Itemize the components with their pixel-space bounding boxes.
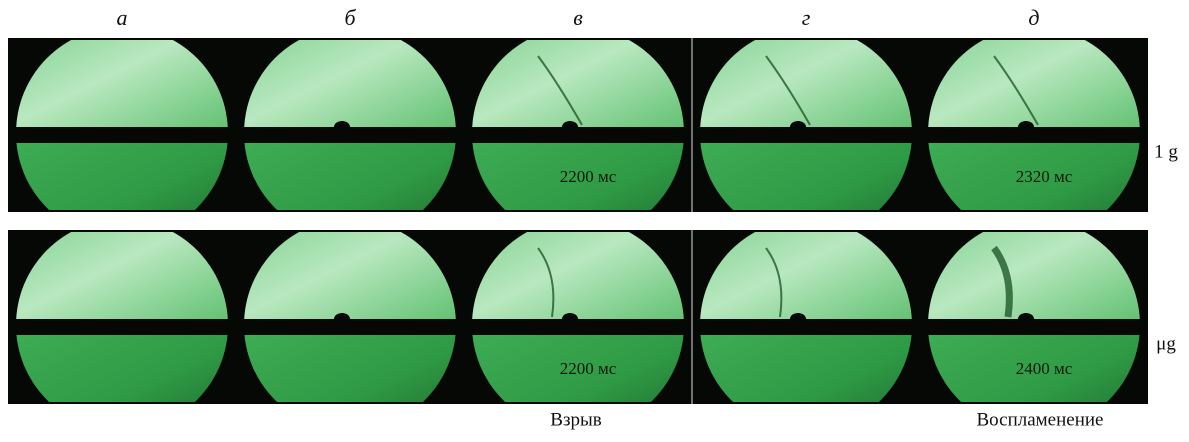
bump xyxy=(562,121,578,133)
separator-bar xyxy=(8,319,236,335)
figure: Взрыв Воспламенение а б в г д 1 g 2200 мс 2320 … xyxy=(0,0,1189,437)
timestamp: 2200 мс xyxy=(560,167,617,186)
bump xyxy=(1018,313,1034,325)
row-label: 1 g xyxy=(1154,141,1178,162)
column-label: а xyxy=(117,5,128,30)
separator-bar xyxy=(692,127,920,143)
bump xyxy=(1018,121,1034,133)
separator-bar xyxy=(236,319,464,335)
lower-field xyxy=(16,325,228,431)
bump xyxy=(790,121,806,133)
caption: Воспламенение xyxy=(977,409,1104,430)
timestamp: 2320 мс xyxy=(1016,167,1073,186)
row-label: μg xyxy=(1156,333,1176,354)
lower-field xyxy=(928,133,1140,239)
separator-bar xyxy=(464,319,692,335)
lower-field xyxy=(700,325,912,431)
separator-bar xyxy=(8,127,236,143)
lower-field xyxy=(244,133,456,239)
column-label: д xyxy=(1028,5,1039,30)
column-label: б xyxy=(344,5,356,30)
separator-bar xyxy=(464,127,692,143)
separator-bar xyxy=(236,127,464,143)
separator-bar xyxy=(692,319,920,335)
lower-field xyxy=(472,133,684,239)
column-label: г xyxy=(802,5,811,30)
lower-field xyxy=(16,133,228,239)
lower-field xyxy=(244,325,456,431)
separator-bar xyxy=(920,127,1148,143)
lower-field xyxy=(700,133,912,239)
bump xyxy=(790,313,806,325)
column-label: в xyxy=(573,5,583,30)
caption: Взрыв xyxy=(550,409,601,430)
separator-bar xyxy=(920,319,1148,335)
timestamp: 2200 мс xyxy=(560,359,617,378)
bump xyxy=(562,313,578,325)
bump xyxy=(334,313,350,325)
timestamp: 2400 мс xyxy=(1016,359,1073,378)
bump xyxy=(334,121,350,133)
